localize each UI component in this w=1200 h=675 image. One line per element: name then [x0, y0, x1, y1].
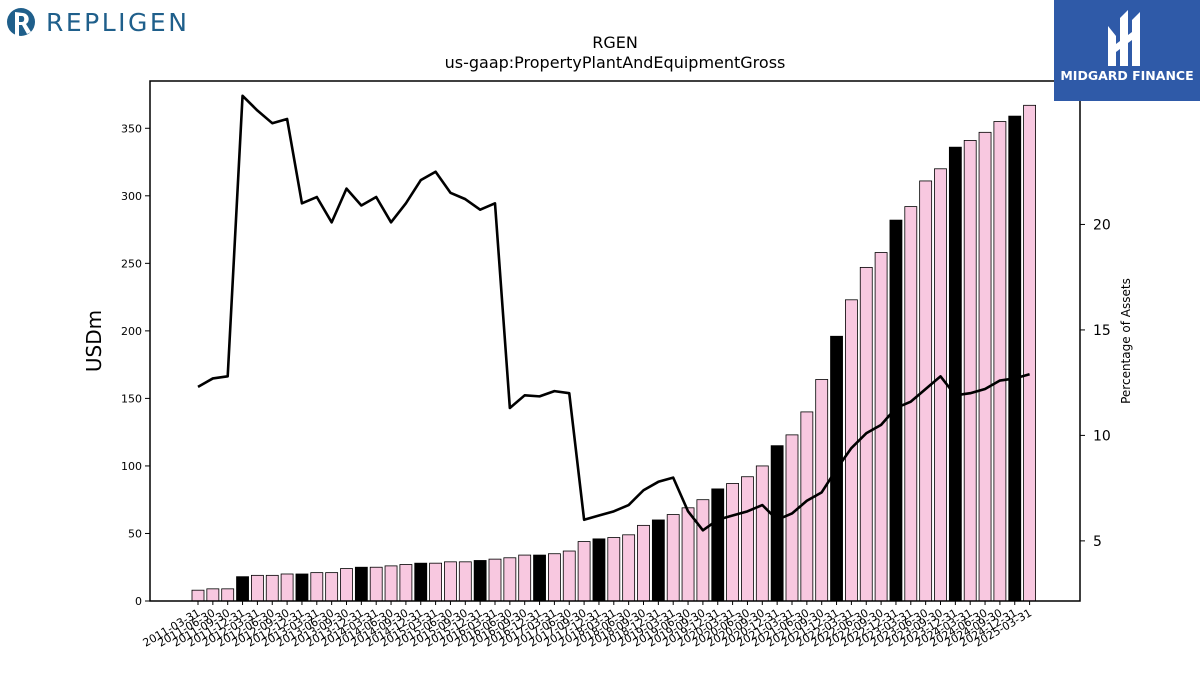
bar-2013-12-31 [354, 566, 368, 602]
bar-2016-12-31 [533, 554, 546, 602]
bar-2014-12-31 [414, 562, 428, 602]
bar-2022-12-31 [889, 219, 903, 602]
bar-2014-06-30 [384, 565, 398, 602]
chart-subtitle: us-gaap:PropertyPlantAndEquipmentGross [445, 53, 786, 72]
bar-2011-03-31 [191, 589, 205, 602]
bar-2020-12-31 [770, 445, 784, 602]
bar-2023-12-31 [948, 146, 962, 602]
bar-2020-03-31 [726, 483, 739, 602]
percentage-line [197, 94, 1030, 532]
y-right-tick-label: 15 [1093, 323, 1111, 339]
bar-2019-09-30 [696, 499, 710, 602]
bar-2013-03-31 [310, 572, 324, 602]
bar-2017-09-30 [577, 541, 591, 602]
bar-2015-12-31 [473, 560, 487, 602]
bar-2015-09-30 [458, 561, 472, 602]
midgard-finance-logo: MIDGARD FINANCE [1054, 0, 1200, 101]
bar-2021-06-30 [800, 411, 814, 602]
bar-2011-12-31 [236, 576, 249, 602]
bar-2024-12-31 [1008, 115, 1022, 602]
bar-2013-06-30 [325, 572, 339, 602]
y-tick-label: 0 [135, 595, 142, 608]
repligen-logo: REPLIGEN [6, 4, 206, 42]
bar-2014-09-30 [399, 564, 413, 602]
bar-2020-06-30 [741, 476, 754, 602]
bar-2013-09-30 [340, 568, 353, 602]
midgard-logo-text: MIDGARD FINANCE [1060, 68, 1194, 83]
bar-2024-09-30 [993, 121, 1007, 602]
y-axis-label: USDm [82, 310, 106, 372]
plot-frame [149, 80, 1081, 602]
y-tick-label: 200 [121, 325, 142, 338]
y-right-tick-label: 5 [1093, 534, 1102, 550]
bar-2014-03-31 [369, 566, 383, 602]
bar-2017-03-31 [548, 553, 561, 602]
bar-2012-06-30 [265, 574, 279, 602]
bar-2023-09-30 [934, 168, 947, 602]
y-tick-label: 250 [121, 257, 142, 270]
repligen-mark-icon [7, 8, 35, 36]
chart-title: RGEN [592, 33, 638, 52]
bar-2015-03-31 [429, 562, 443, 602]
y-right-tick-label: 10 [1093, 428, 1111, 444]
y-right-tick-label: 20 [1093, 217, 1111, 233]
bar-2011-09-30 [221, 588, 235, 602]
bar-2017-12-31 [592, 538, 606, 602]
bar-2012-09-30 [280, 573, 294, 602]
bar-2016-06-30 [503, 557, 517, 602]
bar-2019-12-31 [711, 488, 725, 602]
y-tick-label: 50 [128, 527, 142, 540]
bar-2016-03-31 [488, 558, 502, 602]
bars-layer [191, 104, 1036, 602]
repligen-logo-text: REPLIGEN [46, 8, 190, 37]
midgard-mark-icon [1108, 10, 1140, 66]
x-axis-ticks: 2011-03-312011-06-302011-09-302011-12-31… [141, 601, 1034, 650]
bar-2022-03-31 [845, 299, 858, 602]
y-axis-right-label: Percentage of Assets [1119, 278, 1133, 404]
bar-2015-06-30 [444, 561, 457, 602]
bar-2018-09-30 [637, 524, 650, 602]
line-layer [197, 94, 1030, 532]
y-tick-label: 300 [121, 190, 142, 203]
bar-2019-03-31 [666, 514, 680, 602]
bar-2024-03-31 [963, 140, 977, 602]
bar-2017-06-30 [562, 550, 576, 602]
right-axis-ticks: 5 10 15 20 [1080, 217, 1111, 550]
bar-2012-03-31 [250, 574, 264, 602]
y-tick-label: 150 [121, 392, 142, 405]
y-tick-label: 100 [121, 460, 142, 473]
bar-2018-06-30 [622, 534, 636, 602]
bar-2012-12-31 [295, 573, 309, 602]
bar-2018-03-31 [607, 537, 621, 602]
bar-2024-06-30 [978, 131, 992, 602]
bar-2019-06-30 [681, 507, 695, 602]
bar-2025-03-31 [1023, 104, 1036, 602]
bar-2016-09-30 [518, 554, 532, 602]
bar-2020-09-30 [755, 465, 769, 602]
bar-2021-03-31 [785, 434, 799, 602]
bar-2011-06-30 [206, 588, 220, 602]
bar-2018-12-31 [651, 519, 665, 602]
y-tick-label: 350 [121, 122, 142, 135]
left-axis-ticks: 0 50 100 150 200 250 300 350 [121, 122, 150, 608]
